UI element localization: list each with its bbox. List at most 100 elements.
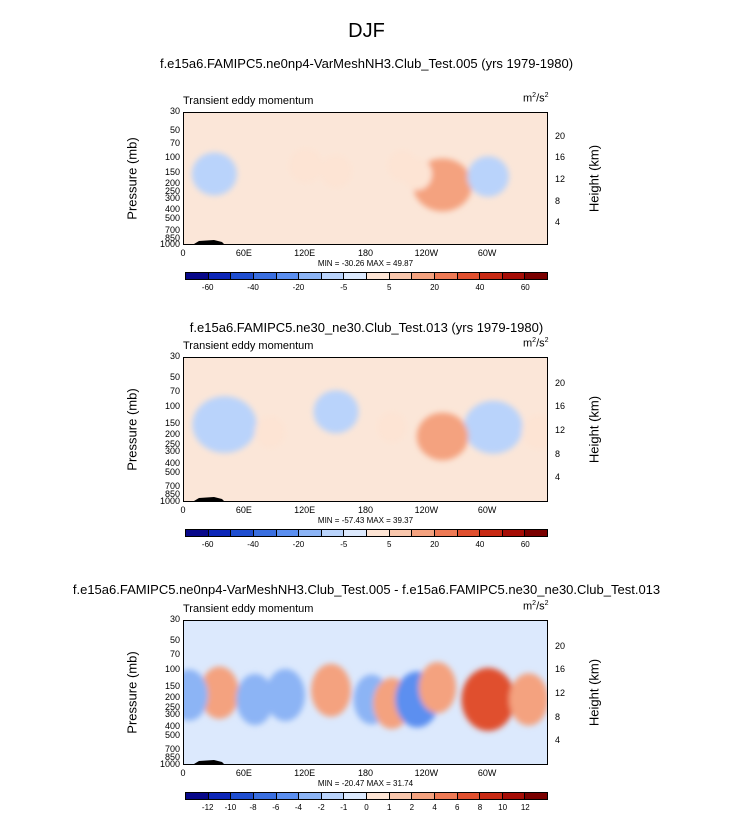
heatmap-cell (313, 390, 359, 434)
height-tick-label: 20 (555, 640, 566, 651)
pressure-tick-label: 300 (164, 709, 180, 720)
colorbar-swatch (502, 793, 526, 799)
colorbar-swatch (186, 793, 209, 799)
longitude-tick-label: 60W (477, 505, 497, 515)
colorbar-label: 12 (520, 803, 530, 812)
pressure-tick-label: 400 (164, 458, 180, 469)
colorbar-label: 20 (430, 283, 440, 292)
pressure-tick-label: 50 (169, 635, 180, 646)
colorbar-swatch (502, 273, 526, 279)
colorbar-swatch (344, 793, 367, 799)
units-label: m2/s2 (523, 600, 549, 613)
colorbar-swatch (186, 530, 209, 536)
terrain-mask (194, 760, 224, 764)
colorbar-label: -2 (317, 803, 325, 812)
colorbar-label: -20 (292, 540, 305, 549)
plot-area (183, 620, 548, 765)
colorbar-swatch (480, 793, 503, 799)
height-tick-label: 8 (555, 711, 561, 722)
colorbar-swatch (231, 530, 254, 536)
heatmap-cell (184, 669, 208, 721)
colorbar-swatch (321, 273, 345, 279)
colorbar-swatch (321, 530, 345, 536)
longitude-tick-label: 120E (294, 505, 316, 515)
heatmap-cell (467, 156, 509, 197)
colorbar-swatch (344, 530, 367, 536)
heatmap-cell (192, 396, 257, 453)
heatmap-cell (311, 663, 352, 717)
colorbar-label: 20 (430, 540, 440, 549)
heatmap-cell (377, 411, 407, 444)
pressure-tick-label: 200 (164, 692, 180, 703)
heatmap-cell (463, 400, 523, 454)
y2-axis-title: Height (km) (586, 395, 602, 463)
variable-label: Transient eddy momentum (183, 340, 314, 352)
min-max-label: MIN = -30.26 MAX = 49.87 (317, 259, 414, 268)
pressure-tick-label: 150 (164, 167, 180, 178)
longitude-tick-label: 60W (477, 768, 497, 778)
pressure-tick-label: 850 (164, 752, 180, 763)
colorbar-label: 1 (386, 803, 392, 812)
colorbar-label: 4 (432, 803, 437, 812)
colorbar-label: -8 (249, 803, 257, 812)
height-tick-label: 16 (555, 152, 566, 163)
longitude-tick-label: 0 (180, 768, 186, 778)
pressure-tick-label: 850 (164, 489, 180, 500)
plot-area (183, 357, 548, 502)
longitude-tick-label: 180 (357, 768, 374, 778)
colorbar (185, 272, 548, 280)
colorbar-swatch (480, 530, 503, 536)
colorbar-swatch (367, 530, 390, 536)
pressure-tick-label: 150 (164, 680, 180, 691)
colorbar-label: 60 (520, 540, 530, 549)
pressure-tick-label: 200 (164, 429, 180, 440)
min-max-label: MIN = -57.43 MAX = 39.37 (317, 516, 414, 525)
colorbar-label: -5 (340, 540, 348, 549)
units-label: m2/s2 (523, 337, 549, 350)
pressure-tick-label: 70 (169, 138, 180, 149)
pressure-tick-label: 850 (164, 232, 180, 243)
longitude-tick-label: 60E (235, 768, 252, 778)
pressure-tick-label: 1000 (159, 239, 180, 249)
colorbar-label: 0 (364, 803, 369, 812)
colorbar-swatch (480, 273, 503, 279)
colorbar-swatch (389, 273, 413, 279)
colorbar-swatch (276, 793, 300, 799)
terrain-mask (194, 240, 224, 244)
colorbar-label: -20 (292, 283, 305, 292)
colorbar-label: -60 (201, 283, 214, 292)
pressure-tick-label: 1000 (159, 759, 180, 769)
colorbar-swatch (231, 793, 254, 799)
y2-axis-title: Height (km) (586, 658, 602, 726)
height-tick-label: 4 (555, 735, 561, 746)
colorbar-swatch (412, 793, 435, 799)
pressure-tick-label: 300 (164, 193, 180, 204)
heatmap-svg (192, 390, 547, 501)
plot-area (183, 112, 548, 245)
longitude-tick-label: 0 (180, 505, 186, 515)
heatmap-cell (521, 414, 547, 450)
heatmap-cell (288, 147, 323, 184)
colorbar-swatch (321, 793, 345, 799)
pressure-tick-label: 300 (164, 446, 180, 457)
pressure-tick-label: 700 (164, 481, 180, 492)
heatmap-cell (509, 673, 547, 726)
heatmap-cell (265, 668, 305, 722)
colorbar-swatch (299, 273, 322, 279)
colorbar-label: 10 (498, 803, 508, 812)
colorbar-swatch (276, 530, 300, 536)
colorbar-swatch (186, 273, 209, 279)
pressure-tick-label: 50 (169, 125, 180, 136)
pressure-tick-label: 70 (169, 386, 180, 397)
heatmap-cell (236, 673, 274, 726)
colorbar-label: 60 (520, 283, 530, 292)
colorbar-swatch (457, 530, 481, 536)
colorbar-swatch (299, 793, 322, 799)
heatmap-cell (254, 415, 286, 449)
colorbar-swatch (389, 793, 413, 799)
colorbar-swatch (525, 530, 547, 536)
y-axis-title: Pressure (mb) (124, 650, 140, 734)
pressure-tick-label: 100 (164, 400, 180, 411)
colorbar-swatch (502, 530, 526, 536)
height-tick-label: 12 (555, 173, 566, 184)
